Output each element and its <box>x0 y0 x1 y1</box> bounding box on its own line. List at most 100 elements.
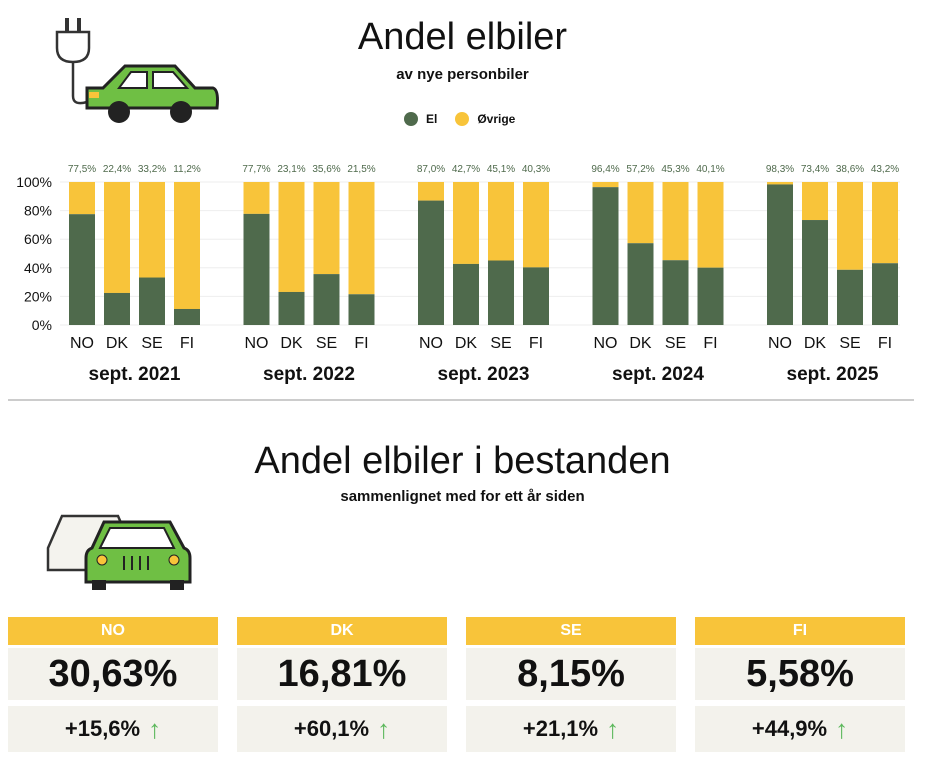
card-change: +15,6% ↑ <box>8 706 218 752</box>
card-change: +60,1% ↑ <box>237 706 447 752</box>
bar-el <box>174 308 200 325</box>
data-label: 57,2% <box>626 164 654 175</box>
bar-ovrige <box>313 182 340 275</box>
data-label: 35,6% <box>312 164 340 175</box>
chart-title: Andel elbiler <box>357 16 568 58</box>
arrow-up-icon: ↑ <box>148 713 162 744</box>
bar-el <box>662 260 689 325</box>
group-label: sept. 2021 <box>89 364 181 385</box>
bar-ovrige <box>697 182 724 268</box>
bar-ovrige <box>348 182 375 295</box>
y-tick-label: 80% <box>24 203 52 219</box>
change-text: +21,1% <box>522 716 599 741</box>
bar-el <box>243 213 270 325</box>
stacked-bar-chart: 0% 20% 40% 60% 80% 100% 77,5% NO 22,4% DK 33,2% SE 1… <box>16 164 900 385</box>
category-label: SE <box>839 335 860 352</box>
change-text: +44,9% <box>751 716 828 741</box>
data-label: 33,2% <box>138 164 166 175</box>
chart-subtitle: av nye personbiler <box>396 66 529 83</box>
data-label: 42,7% <box>452 164 480 175</box>
bar-el <box>278 291 305 325</box>
legend-swatch-el <box>404 112 418 126</box>
bar-el <box>348 294 375 325</box>
category-label: SE <box>665 335 686 352</box>
bar-ovrige <box>243 182 270 214</box>
bar-ovrige <box>453 182 479 264</box>
bar-el <box>627 243 654 325</box>
bar-el <box>69 214 95 325</box>
bar-ovrige <box>523 182 549 268</box>
y-tick-label: 100% <box>16 174 52 190</box>
card-country: DK <box>237 617 447 645</box>
arrow-up-icon: ↑ <box>606 713 620 744</box>
card-value: 16,81% <box>237 648 447 700</box>
category-label: SE <box>490 335 511 352</box>
section-subtitle: sammenlignet med for ett år siden <box>340 488 585 505</box>
bar-el <box>837 269 863 325</box>
category-label: DK <box>804 335 827 352</box>
category-label: DK <box>455 335 478 352</box>
card-value: 8,15% <box>466 648 676 700</box>
bar-ovrige <box>104 182 130 293</box>
cars-icon <box>46 514 192 590</box>
legend-swatch-ovrige <box>455 112 470 126</box>
bar-el <box>872 263 898 325</box>
data-label: 73,4% <box>801 164 829 175</box>
data-label: 77,7% <box>242 164 270 175</box>
data-label: 21,5% <box>347 164 375 175</box>
bar-ovrige <box>837 182 863 270</box>
legend-label-el: El <box>426 112 438 126</box>
card-country: FI <box>695 617 905 645</box>
bar-ovrige <box>278 182 305 292</box>
bar-ovrige <box>592 182 619 188</box>
legend-item-ovrige: Øvrige <box>455 112 515 126</box>
group-label: sept. 2024 <box>612 364 704 385</box>
bar-ovrige <box>139 182 165 278</box>
data-label: 23,1% <box>277 164 305 175</box>
data-label: 11,2% <box>173 164 201 175</box>
category-label: FI <box>180 335 194 352</box>
bar-ovrige <box>69 182 95 215</box>
category-label: FI <box>354 335 368 352</box>
data-label: 40,3% <box>522 164 550 175</box>
bar-ovrige <box>662 182 689 261</box>
category-label: DK <box>106 335 129 352</box>
country-card-fi: FI 5,58% +44,9% ↑ <box>695 617 905 752</box>
legend-label-ovrige: Øvrige <box>477 112 516 126</box>
category-label: NO <box>70 335 94 352</box>
data-label: 43,2% <box>871 164 899 175</box>
data-label: 77,5% <box>68 164 96 175</box>
bar-el <box>488 260 514 325</box>
category-label: SE <box>141 335 162 352</box>
bar-el <box>313 274 340 325</box>
bar-ovrige <box>627 182 654 244</box>
y-tick-label: 60% <box>24 231 52 247</box>
bar-ovrige <box>872 182 898 264</box>
group-label: sept. 2025 <box>787 364 879 385</box>
category-label: NO <box>594 335 618 352</box>
divider <box>8 399 914 401</box>
bar-el <box>802 220 828 325</box>
category-label: NO <box>419 335 443 352</box>
data-label: 98,3% <box>766 164 794 175</box>
card-value: 30,63% <box>8 648 218 700</box>
data-label: 45,1% <box>487 164 515 175</box>
data-label: 45,3% <box>661 164 689 175</box>
y-tick-label: 40% <box>24 260 52 276</box>
category-label: DK <box>629 335 652 352</box>
data-label: 22,4% <box>103 164 131 175</box>
bar-ovrige <box>488 182 514 261</box>
arrow-up-icon: ↑ <box>835 713 849 744</box>
category-label: DK <box>280 335 303 352</box>
bar-ovrige <box>767 182 793 185</box>
category-label: FI <box>703 335 717 352</box>
section-title: Andel elbiler i bestanden <box>254 440 671 482</box>
group-label: sept. 2022 <box>263 364 355 385</box>
category-label: NO <box>245 335 269 352</box>
bar-ovrige <box>418 182 444 201</box>
country-card-dk: DK 16,81% +60,1% ↑ <box>237 617 447 752</box>
card-country: SE <box>466 617 676 645</box>
data-label: 40,1% <box>696 164 724 175</box>
legend-item-el: El <box>404 112 437 126</box>
data-label: 96,4% <box>591 164 619 175</box>
